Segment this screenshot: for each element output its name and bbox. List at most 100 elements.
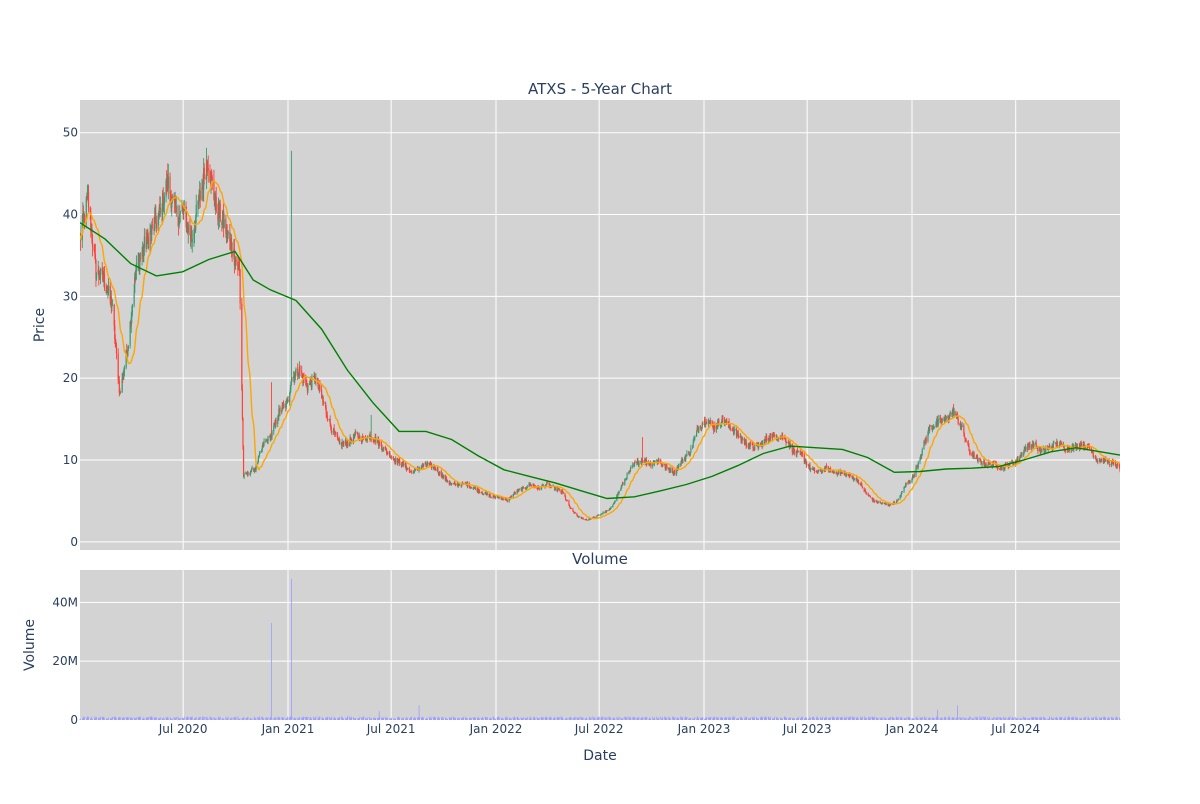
volume-bar — [643, 717, 644, 720]
candle-body — [152, 224, 153, 225]
volume-bar — [782, 719, 783, 720]
volume-bar — [363, 716, 364, 720]
candle — [694, 435, 695, 441]
candle-body — [595, 517, 596, 518]
candle — [997, 467, 998, 469]
candle — [599, 514, 600, 515]
candle-body — [826, 466, 827, 467]
volume-bar — [623, 718, 624, 720]
volume-bar — [503, 719, 504, 720]
volume-bar — [635, 717, 636, 720]
candle-body — [490, 495, 491, 496]
candle — [306, 380, 307, 388]
volume-bar — [224, 719, 225, 720]
volume-bar — [371, 719, 372, 720]
candle-body — [1021, 453, 1022, 456]
candle-body — [750, 443, 751, 444]
candle — [347, 440, 348, 448]
candle-body — [814, 468, 815, 471]
candle-body — [451, 484, 452, 485]
candle — [196, 195, 197, 223]
candle — [583, 517, 584, 519]
candle-body — [734, 429, 735, 430]
candle — [188, 222, 189, 244]
candle-body — [527, 487, 528, 488]
candle-body — [607, 510, 608, 511]
volume-bar — [272, 719, 273, 720]
volume-bar — [647, 718, 648, 720]
candle — [387, 451, 388, 455]
candle-body — [846, 474, 847, 476]
candle — [718, 418, 719, 426]
candle-body — [870, 497, 871, 498]
candle — [898, 498, 899, 500]
volume-bar — [244, 717, 245, 720]
candle — [88, 185, 89, 212]
candle-body — [810, 468, 811, 470]
candle-body — [798, 451, 799, 452]
candle-body — [634, 462, 635, 463]
candle — [670, 466, 671, 472]
candle — [886, 503, 887, 505]
candle-body — [754, 446, 755, 450]
volume-bar — [208, 719, 209, 720]
candle-body — [216, 196, 217, 212]
candle-body — [694, 437, 695, 439]
candle-body — [251, 468, 252, 469]
candle-body — [491, 497, 492, 498]
candle-body — [985, 464, 986, 466]
volume-bar — [778, 719, 779, 720]
volume-bar — [675, 717, 676, 720]
volume-bar — [615, 719, 616, 720]
candle-body — [555, 487, 556, 490]
candle — [176, 196, 177, 217]
price-y-tick-label: 30 — [63, 289, 78, 303]
candle-body — [241, 304, 242, 390]
candle-body — [618, 491, 619, 493]
candle-body — [507, 500, 508, 501]
volume-bar — [455, 718, 456, 720]
candle-body — [192, 239, 193, 242]
candle — [689, 451, 690, 455]
candle-body — [919, 460, 920, 463]
volume-bar — [730, 717, 731, 720]
candle-body — [563, 492, 564, 493]
volume-bar — [575, 717, 576, 720]
volume-bar — [108, 718, 109, 720]
candle-body — [180, 211, 181, 214]
candle — [152, 218, 153, 229]
candle-body — [248, 472, 249, 475]
candle — [334, 424, 335, 431]
candle — [407, 467, 408, 470]
volume-bar — [683, 718, 684, 720]
candle-body — [411, 472, 412, 473]
volume-bar — [890, 717, 891, 720]
volume-bar — [240, 719, 241, 720]
candle-body — [283, 404, 284, 405]
candle — [938, 415, 939, 427]
volume-bar — [124, 718, 125, 720]
candle — [612, 505, 613, 508]
candle-body — [774, 435, 775, 437]
volume-bar — [786, 718, 787, 720]
volume-bar — [228, 717, 229, 720]
candle-body — [1037, 447, 1038, 451]
candle-body — [499, 498, 500, 499]
volume-bar — [128, 717, 129, 720]
volume-bar — [790, 718, 791, 720]
volume-bar — [403, 718, 404, 720]
volume-bar — [327, 718, 328, 720]
candle — [603, 511, 604, 514]
candle — [579, 516, 580, 518]
volume-bar — [220, 717, 221, 720]
candle — [483, 493, 484, 495]
volume-bar — [878, 719, 879, 720]
candle — [339, 439, 340, 445]
volume-bar — [355, 718, 356, 720]
volume-bar — [567, 718, 568, 720]
candle-body — [539, 488, 540, 489]
candle — [164, 192, 165, 214]
candle-body — [383, 447, 384, 450]
volume-bar — [818, 718, 819, 720]
candle — [950, 411, 951, 417]
